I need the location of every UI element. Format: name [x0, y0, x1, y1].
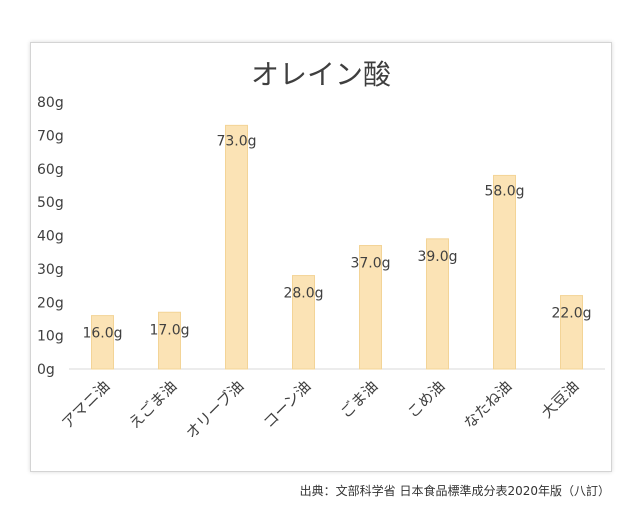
category-label: なたね油 — [460, 377, 515, 432]
y-tick-label: 60g — [37, 162, 64, 178]
data-label: 16.0g — [82, 326, 122, 342]
y-tick-label: 80g — [37, 95, 64, 111]
bar-chart: 0g 10g 20g 30g 40g 50g 60g 70g 80g 16.0g アマニ油 17.0g… — [37, 95, 605, 442]
bar-8 — [560, 295, 583, 370]
y-tick-label: 40g — [37, 229, 64, 245]
category-label: アマニ油 — [58, 377, 113, 432]
y-tick-label: 50g — [37, 195, 64, 211]
data-label: 17.0g — [149, 322, 189, 338]
category-label: こめ油 — [404, 377, 449, 422]
category-label: ごま油 — [337, 377, 382, 422]
chart-title: オレイン酸 — [250, 58, 391, 91]
bar-4 — [292, 275, 315, 370]
category-label: オリーブ油 — [182, 377, 247, 442]
bar-5 — [359, 245, 382, 370]
data-label: 22.0g — [551, 306, 591, 322]
bar-3 — [225, 124, 248, 370]
y-tick-label: 30g — [37, 262, 64, 278]
source-note: 出典：文部科学省 日本食品標準成分表2020年版（八訂） — [299, 484, 610, 498]
bar-6 — [426, 238, 449, 370]
category-label: コーン油 — [260, 377, 315, 432]
category-label: 大豆油 — [538, 377, 583, 422]
data-label: 39.0g — [417, 249, 457, 265]
bar-1 — [91, 315, 114, 370]
chart-card: オレイン酸 0g 10g 20g 30g 40g 50g 60g 70g 80g 16.0g アマニ… — [30, 42, 612, 472]
data-label: 58.0g — [484, 183, 524, 199]
y-tick-label: 0g — [37, 362, 55, 378]
y-tick-label: 20g — [37, 295, 64, 311]
y-tick-label: 10g — [37, 329, 64, 345]
data-label: 73.0g — [216, 133, 256, 149]
data-label: 28.0g — [283, 286, 323, 302]
bar-7 — [493, 174, 516, 370]
bar-2 — [158, 311, 181, 370]
y-tick-label: 70g — [37, 128, 64, 144]
category-label: えごま油 — [125, 377, 180, 432]
data-label: 37.0g — [350, 256, 390, 272]
